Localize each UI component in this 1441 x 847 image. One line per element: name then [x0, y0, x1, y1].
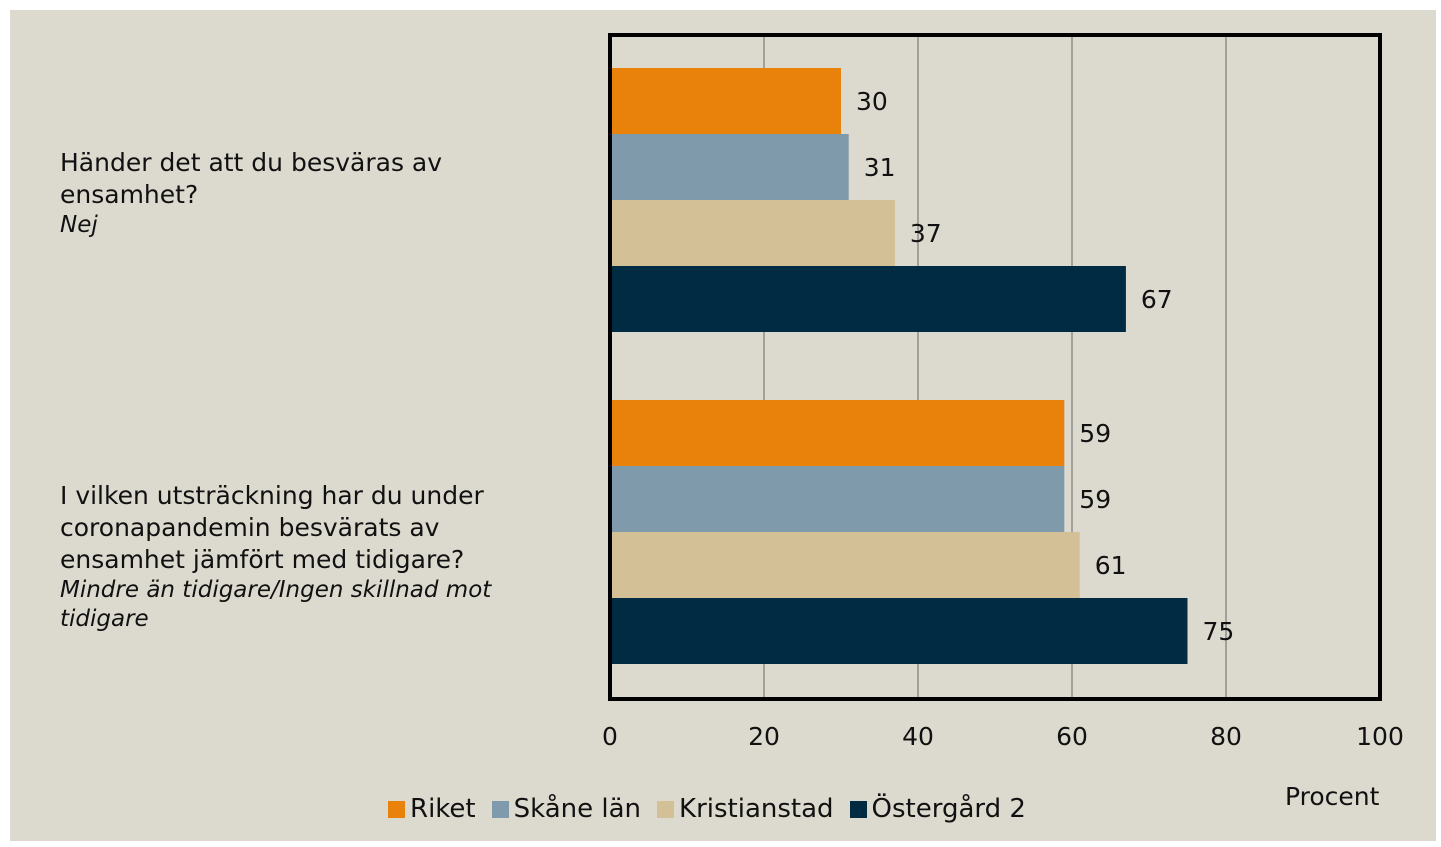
- legend-swatch-1: [491, 800, 509, 818]
- bar-0-0: [610, 68, 841, 134]
- category-label-1: I vilken utsträckning har du under coron…: [60, 480, 540, 634]
- legend-item-3: Östergård 2: [849, 794, 1026, 824]
- legend-item-1: Skåne län: [491, 794, 642, 824]
- x-tick-40: 40: [902, 722, 934, 751]
- data-label-1-0: 31: [864, 153, 896, 182]
- bar-2-0: [610, 200, 895, 266]
- x-tick-60: 60: [1056, 722, 1088, 751]
- bar-3-1: [610, 598, 1188, 664]
- legend-swatch-2: [657, 800, 675, 818]
- data-label-0-1: 59: [1079, 419, 1111, 448]
- category-label-0: Händer det att du besväras av ensamhet? …: [60, 147, 540, 240]
- bar-3-0: [610, 266, 1126, 332]
- legend: Riket Skåne län Kristianstad Östergård 2: [388, 794, 1026, 824]
- category-question-1: I vilken utsträckning har du under coron…: [60, 481, 484, 574]
- data-label-1-1: 59: [1079, 485, 1111, 514]
- bar-1-0: [610, 134, 849, 200]
- chart-canvas: Händer det att du besväras av ensamhet? …: [10, 10, 1436, 841]
- data-label-3-0: 67: [1141, 285, 1173, 314]
- data-label-3-1: 75: [1203, 617, 1235, 646]
- x-tick-100: 100: [1356, 722, 1404, 751]
- bar-0-1: [610, 400, 1065, 466]
- legend-label-3: Östergård 2: [871, 794, 1026, 824]
- data-label-2-0: 37: [910, 219, 942, 248]
- data-label-2-1: 61: [1095, 551, 1127, 580]
- x-tick-20: 20: [748, 722, 780, 751]
- bar-1-1: [610, 466, 1065, 532]
- x-axis-label: Procent: [1285, 782, 1380, 811]
- plot-frame: [608, 33, 1382, 701]
- legend-label-0: Riket: [410, 794, 476, 824]
- category-question-0: Händer det att du besväras av ensamhet?: [60, 148, 443, 209]
- category-answer-0: Nej: [60, 212, 98, 238]
- data-label-0-0: 30: [856, 87, 888, 116]
- bar-2-1: [610, 532, 1080, 598]
- x-tick-80: 80: [1210, 722, 1242, 751]
- legend-item-2: Kristianstad: [657, 794, 834, 824]
- category-answer-1: Mindre än tidigare/Ingen skillnad mot ti…: [60, 577, 492, 632]
- bar-chart: 30 59 31 59 37 61 67 75: [608, 33, 1382, 701]
- legend-label-1: Skåne län: [513, 794, 642, 824]
- x-tick-0: 0: [602, 722, 618, 751]
- legend-label-2: Kristianstad: [679, 794, 834, 824]
- legend-item-0: Riket: [388, 794, 476, 824]
- legend-swatch-3: [849, 800, 867, 818]
- legend-swatch-0: [388, 800, 405, 818]
